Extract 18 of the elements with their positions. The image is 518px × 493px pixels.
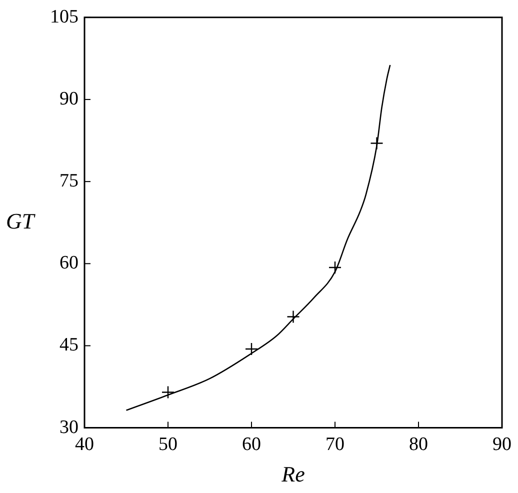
y-tick-label: 90 [60, 88, 78, 110]
y-axis-title: GT [6, 208, 36, 234]
y-tick-label: 75 [60, 170, 78, 192]
point [244, 342, 258, 356]
x-tick-label: 60 [242, 434, 261, 456]
point [161, 386, 175, 399]
line-series [126, 64, 391, 411]
x-tick-label: 80 [409, 434, 428, 456]
x-axis-title: Re [280, 462, 306, 487]
x-tick-label: 90 [492, 434, 512, 456]
point [328, 260, 342, 274]
x-tick-label: 70 [326, 434, 344, 456]
point [370, 136, 384, 150]
x-tick-label: 50 [158, 434, 178, 456]
y-tick-label: 60 [60, 252, 78, 274]
point [286, 310, 300, 324]
y-tick-label: 105 [50, 6, 78, 28]
y-tick-label: 45 [60, 334, 78, 356]
